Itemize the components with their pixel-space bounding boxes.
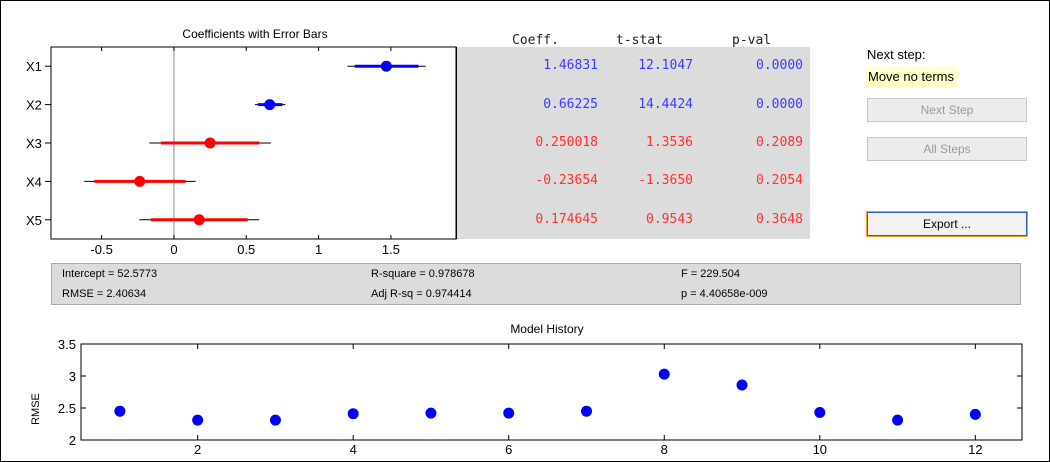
next-step-value: Move no terms (865, 67, 957, 87)
table-cell-pval: 0.2054 (756, 173, 803, 189)
coef-row-x1[interactable]: X1 (26, 59, 426, 74)
coef-marker[interactable] (134, 175, 146, 187)
history-point[interactable] (892, 414, 904, 426)
y-tick-label: 2.5 (58, 401, 76, 416)
table-cell-tstat: 12.1047 (638, 58, 693, 74)
coef-marker[interactable] (204, 137, 216, 149)
rsquare-value: R-square = 0.978678 (371, 268, 475, 280)
term-label: X4 (26, 174, 42, 189)
y-tick-label: 3 (69, 369, 76, 384)
model-history-axes-box (80, 343, 1023, 441)
coef-marker[interactable] (193, 214, 205, 226)
coefficient-x-ticks: -0.5 0 0.5 1 1.5 (90, 47, 400, 257)
term-label: X2 (26, 98, 42, 113)
next-step-button[interactable]: Next Step (867, 98, 1027, 122)
history-point[interactable] (736, 379, 748, 391)
intercept-value: Intercept = 52.5773 (62, 268, 158, 280)
all-steps-button[interactable]: All Steps (867, 137, 1027, 161)
x-tick-label: 8 (661, 442, 668, 457)
table-cell-coeff: 0.66225 (543, 96, 598, 112)
table-cell-pval: 0.2089 (756, 135, 803, 150)
table-cell-pval: 0.0000 (756, 58, 803, 74)
history-point[interactable] (114, 405, 126, 417)
history-point[interactable] (269, 414, 281, 426)
table-cell-coeff: 1.46831 (543, 58, 598, 74)
table-cell-coeff: 0.250018 (535, 135, 598, 150)
x-tick-label: 1 (315, 242, 322, 257)
history-point[interactable] (814, 406, 826, 418)
x-tick-label: 0.5 (237, 242, 255, 257)
header-tstat: t-stat (616, 33, 663, 48)
coefficient-plot-title: Coefficients with Error Bars (182, 27, 327, 41)
history-point[interactable] (347, 408, 359, 420)
table-cell-tstat: 0.9543 (646, 211, 693, 227)
stats-panel (51, 263, 1021, 305)
history-point[interactable] (658, 368, 670, 380)
table-cell-tstat: 14.4424 (638, 96, 693, 112)
coef-row-x5[interactable]: X5 (26, 213, 260, 228)
history-point[interactable] (503, 407, 515, 419)
table-cell-coeff: -0.23654 (535, 173, 598, 189)
x-tick-label: 12 (968, 442, 982, 457)
term-label: X1 (26, 59, 42, 74)
x-tick-label: 0 (170, 242, 177, 257)
p-value: p = 4.40658e-009 (681, 288, 768, 300)
x-tick-label: 4 (350, 442, 357, 457)
y-tick-label: 3.5 (58, 337, 76, 352)
coef-row-x3[interactable]: X3 (26, 136, 271, 151)
x-tick-label: 1.5 (382, 242, 400, 257)
history-point[interactable] (969, 408, 981, 420)
x-tick-label: 2 (194, 442, 201, 457)
x-tick-label: 10 (813, 442, 827, 457)
coefficient-rows: X1 X2 X3 X4 X5 (26, 59, 426, 228)
adj-rsquare-value: Adj R-sq = 0.974414 (371, 288, 472, 300)
header-coeff: Coeff. (512, 33, 559, 48)
f-statistic-value: F = 229.504 (681, 268, 741, 280)
term-label: X3 (26, 136, 42, 151)
export-button[interactable]: Export ... (866, 211, 1028, 237)
history-point[interactable] (580, 405, 592, 417)
coef-row-x2[interactable]: X2 (26, 98, 286, 113)
table-cell-pval: 0.3648 (756, 211, 803, 227)
coef-marker[interactable] (380, 60, 392, 72)
table-divider (456, 47, 457, 239)
table-cell-tstat: -1.3650 (638, 173, 693, 189)
coefficient-plot[interactable]: Coefficients with Error Bars -0.5 0 0.5 1 1.… (1, 1, 461, 263)
coef-row-x4[interactable]: X4 (26, 174, 196, 189)
table-cell-pval: 0.0000 (756, 96, 803, 112)
next-step-label: Next step: (867, 47, 926, 62)
model-history-title: Model History (510, 322, 583, 336)
rmse-value: RMSE = 2.40634 (62, 288, 147, 300)
coefficient-table-panel (457, 47, 810, 239)
x-tick-label: 6 (505, 442, 512, 457)
header-pval: p-val (732, 33, 772, 48)
model-history-points (114, 368, 981, 426)
history-point[interactable] (425, 407, 437, 419)
term-label: X5 (26, 213, 42, 228)
history-point[interactable] (192, 414, 204, 426)
table-cell-coeff: 0.174645 (535, 211, 598, 227)
model-history-chart[interactable]: Model History RMSE 2 4 6 8 10 12 2 2.5 3 3.5 (1, 319, 1049, 461)
model-history-ticks: 2 4 6 8 10 12 2 2.5 3 3.5 (58, 337, 1022, 457)
x-tick-label: -0.5 (90, 242, 112, 257)
coef-marker[interactable] (264, 99, 276, 111)
model-history-ylabel: RMSE (30, 393, 42, 425)
y-tick-label: 2 (69, 433, 76, 448)
table-cell-tstat: 1.3536 (646, 135, 693, 150)
